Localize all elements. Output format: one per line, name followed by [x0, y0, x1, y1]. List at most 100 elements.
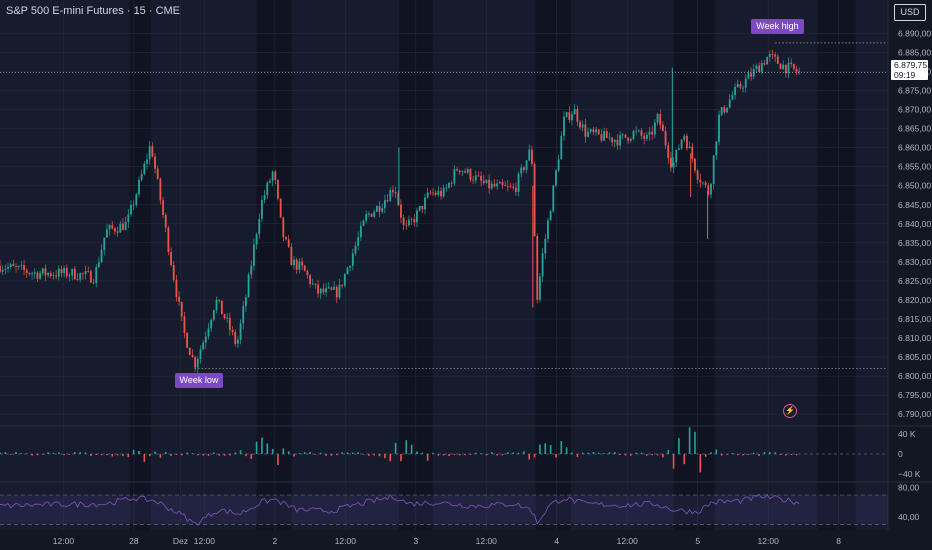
candle-down	[49, 273, 52, 276]
candle-down	[477, 175, 480, 177]
volume-bar	[742, 454, 744, 456]
candle-down	[116, 231, 119, 233]
volume-bar	[239, 450, 242, 454]
candle-down	[763, 63, 766, 65]
candle-down	[44, 268, 47, 276]
candle-down	[156, 168, 159, 179]
last-price-countdown: 09:19	[894, 70, 916, 80]
lightning-bolt-icon[interactable]: ⚡	[783, 404, 797, 418]
candle-down	[429, 192, 432, 194]
symbol-title[interactable]: S&P 500 E-mini Futures · 15 · CME	[6, 5, 181, 17]
candle-down	[378, 206, 381, 212]
candle-up	[375, 206, 378, 212]
candle-up	[255, 234, 258, 245]
volume-bar	[549, 444, 552, 454]
session-band	[535, 0, 571, 530]
volume-bar	[726, 454, 728, 455]
last-price-value: 6.879,75	[894, 60, 928, 70]
candle-up	[271, 171, 274, 181]
volume-bar	[266, 443, 269, 454]
candle-down	[228, 317, 231, 331]
currency-button[interactable]: USD	[894, 4, 926, 21]
volume-bar	[662, 454, 664, 458]
candle-down	[704, 182, 707, 186]
volume-bar	[410, 444, 413, 454]
candle-down	[183, 316, 186, 333]
volume-bar	[528, 454, 531, 460]
candle-down	[592, 129, 595, 133]
volume-bar	[672, 454, 675, 469]
y-tick-label: 6.865,00	[898, 124, 931, 134]
candle-up	[528, 149, 531, 161]
candle-up	[766, 57, 769, 65]
x-tick-label: 12:00	[758, 536, 780, 546]
volume-tick-label: 0	[898, 449, 903, 459]
last-price-tag: 6.879,75 09:19	[891, 60, 928, 80]
candle-down	[771, 53, 774, 55]
candle-down	[122, 223, 124, 230]
volume-bar	[309, 452, 311, 454]
volume-bar	[464, 454, 466, 456]
volume-bar	[699, 454, 702, 473]
candle-up	[343, 274, 346, 286]
candle-up	[728, 99, 731, 108]
volume-bar	[394, 442, 397, 454]
volume-bar	[539, 444, 541, 454]
week-low-label: Week low	[174, 372, 224, 388]
candle-up	[680, 139, 683, 149]
candle-up	[445, 187, 448, 189]
candle-up	[215, 299, 218, 311]
volume-bar	[207, 454, 210, 456]
candle-down	[218, 299, 221, 301]
x-tick-label: 12:00	[335, 536, 357, 546]
candle-up	[210, 319, 213, 329]
candle-down	[223, 314, 226, 319]
candle-down	[643, 135, 646, 139]
volume-bar	[84, 452, 87, 454]
candle-up	[207, 328, 210, 337]
volume-bar	[683, 454, 686, 465]
candle-up	[712, 155, 715, 184]
volume-bar	[223, 454, 226, 456]
candle-down	[413, 219, 416, 223]
rsi-band	[0, 495, 888, 525]
candle-up	[293, 259, 295, 266]
volume-bar	[501, 454, 504, 456]
candle-up	[621, 134, 624, 136]
candle-down	[231, 330, 234, 332]
candle-down	[758, 65, 761, 73]
volume-bar	[763, 452, 766, 454]
volume-bar	[624, 454, 627, 456]
x-tick-label: 12:00	[476, 536, 498, 546]
candle-up	[7, 266, 9, 269]
volume-bar	[795, 454, 798, 456]
candle-up	[127, 214, 130, 222]
candle-up	[71, 268, 74, 276]
volume-bar	[357, 452, 359, 454]
candle-up	[250, 265, 253, 275]
candle-up	[752, 68, 755, 77]
volume-bar	[180, 454, 183, 456]
candle-down	[750, 73, 752, 77]
candle-down	[287, 239, 290, 247]
candle-up	[236, 339, 239, 344]
candle-down	[175, 279, 178, 297]
volume-bar	[218, 454, 220, 456]
candle-up	[103, 237, 106, 250]
candle-down	[522, 167, 525, 170]
y-tick-label: 6.860,00	[898, 143, 931, 153]
volume-bar	[15, 452, 17, 454]
volume-bar	[234, 452, 237, 454]
candle-down	[568, 112, 571, 121]
candle-down	[76, 279, 79, 280]
candle-up	[645, 134, 648, 139]
volume-bar	[9, 454, 12, 455]
candle-down	[774, 54, 777, 57]
candle-up	[106, 229, 108, 238]
candle-up	[637, 130, 640, 132]
volume-bar	[319, 452, 322, 454]
volume-bar	[52, 452, 55, 454]
candle-up	[603, 131, 605, 141]
candle-up	[140, 174, 143, 180]
